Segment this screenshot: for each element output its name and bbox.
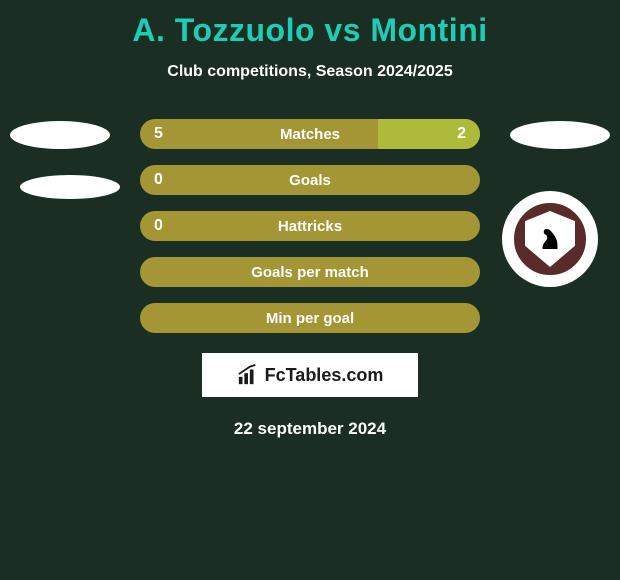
bars-container: Matches52Goals0Hattricks0Goals per match…: [140, 119, 480, 333]
club-crest: [502, 191, 598, 287]
bar-row: Goals per match: [140, 257, 480, 287]
player-right-badge-1: [510, 121, 610, 149]
branding-plate: FcTables.com: [202, 353, 418, 397]
bar-label: Goals: [140, 172, 480, 189]
bar-row: Hattricks0: [140, 211, 480, 241]
bar-label: Hattricks: [140, 218, 480, 235]
bar-value-left: 0: [154, 171, 163, 189]
bar-value-left: 0: [154, 217, 163, 235]
subtitle: Club competitions, Season 2024/2025: [0, 63, 620, 81]
bar-value-left: 5: [154, 125, 163, 143]
horse-icon: [535, 222, 565, 256]
bar-row: Goals0: [140, 165, 480, 195]
bar-value-right: 2: [457, 125, 466, 143]
page-title: A. Tozzuolo vs Montini: [0, 0, 620, 49]
comparison-chart: Matches52Goals0Hattricks0Goals per match…: [0, 119, 620, 333]
club-crest-shield: [525, 211, 575, 267]
player-left-badge-2: [20, 175, 120, 199]
bar-row: Matches5 2: [140, 119, 480, 149]
club-crest-inner: [511, 200, 589, 278]
date-text: 22 september 2024: [0, 419, 620, 439]
bar-chart-icon: [237, 364, 259, 386]
bar-label: Matches: [140, 126, 480, 143]
bar-label: Goals per match: [140, 264, 480, 281]
player-left-badge-1: [10, 121, 110, 149]
branding-text: FcTables.com: [265, 365, 384, 386]
bar-row: Min per goal: [140, 303, 480, 333]
bar-label: Min per goal: [140, 310, 480, 327]
